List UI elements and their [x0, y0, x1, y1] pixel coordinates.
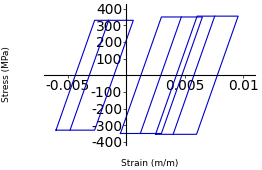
Y-axis label: Stress (MPa): Stress (MPa) — [2, 46, 10, 102]
X-axis label: Strain (m/m): Strain (m/m) — [121, 159, 178, 168]
